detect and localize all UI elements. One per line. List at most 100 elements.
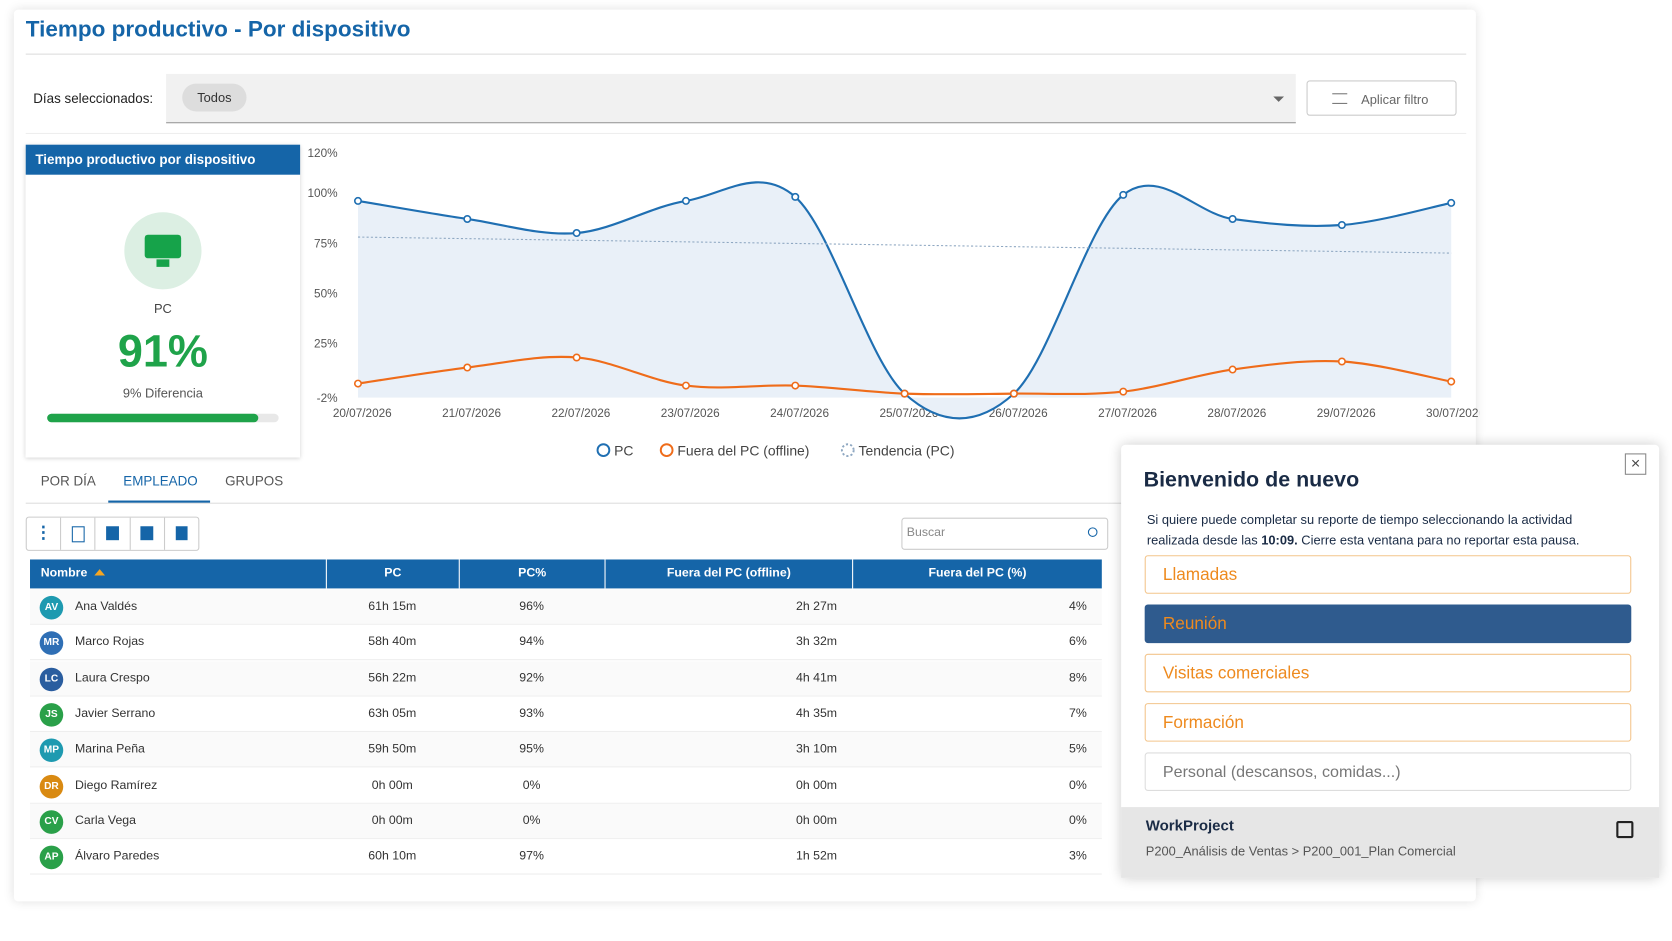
- cell: 59h 50m: [368, 742, 417, 756]
- point: [1447, 377, 1456, 386]
- column-header: Fuera del PC (offline): [604, 559, 852, 589]
- x-tick-label: 26/07/2026: [989, 407, 1048, 420]
- x-tick-label: 22/07/2026: [551, 407, 610, 420]
- point: [1228, 365, 1237, 374]
- point: [1228, 214, 1237, 223]
- text: Cierre esta ventana para no reportar est…: [1301, 532, 1580, 548]
- avatar: CV: [39, 810, 64, 834]
- point: [791, 192, 800, 201]
- pdf-button[interactable]: [61, 517, 96, 550]
- cell: 93%: [519, 707, 544, 721]
- tab[interactable]: EMPLEADO: [123, 473, 198, 489]
- apply-button[interactable]: [1306, 80, 1457, 116]
- x-tick-label: 25/07/2026: [879, 407, 938, 420]
- device-label: PC: [153, 301, 172, 317]
- cell: 61h 15m: [368, 600, 417, 614]
- y-tick-label: 50%: [314, 288, 338, 301]
- tab[interactable]: GRUPOS: [225, 473, 284, 489]
- csv-button[interactable]: [130, 517, 165, 550]
- option[interactable]: Llamadas: [1144, 555, 1632, 594]
- area: [357, 182, 1452, 419]
- legend-marker: [596, 443, 611, 458]
- point: [572, 353, 581, 362]
- search-placeholder: Buscar: [906, 526, 946, 540]
- cell: 60h 10m: [368, 850, 417, 863]
- device-value: 91%: [117, 325, 208, 377]
- x-tick-label: 20/07/2026: [333, 407, 392, 420]
- cell: 8%: [1068, 671, 1087, 685]
- cell: 3h 10m: [795, 742, 838, 756]
- apply-label: Aplicar filtro: [1361, 92, 1429, 108]
- text: Si quiere puede completar su reporte de …: [1146, 512, 1573, 548]
- cell: 6%: [1068, 635, 1087, 649]
- cell: 0%: [522, 778, 541, 792]
- column-header: PC: [325, 559, 459, 589]
- chip[interactable]: Todos: [182, 83, 247, 112]
- cell: 58h 40m: [368, 635, 417, 649]
- tabs-divider: [25, 502, 1467, 504]
- cell: 3%: [1068, 850, 1087, 863]
- option[interactable]: Formación: [1144, 703, 1632, 742]
- avatar: AV: [39, 595, 64, 620]
- cell: 5%: [1068, 742, 1087, 756]
- row: [30, 589, 1102, 625]
- x-tick-label: 27/07/2026: [1098, 407, 1157, 420]
- menu-button[interactable]: ⋮: [27, 517, 62, 550]
- modal-text: Si quiere puede completar su reporte de …: [1147, 510, 1619, 551]
- search-box[interactable]: [901, 517, 1109, 550]
- filter-bar: [25, 73, 1467, 134]
- sort-arrow: [94, 569, 106, 576]
- cell: 56h 22m: [368, 671, 417, 685]
- filter-select[interactable]: [166, 73, 1296, 124]
- avatar: JS: [39, 702, 64, 727]
- point: [572, 229, 581, 238]
- search-icon: [1087, 527, 1098, 537]
- divider: [25, 53, 1467, 55]
- y-tick-label: 25%: [314, 338, 338, 351]
- cell: 4h 41m: [795, 671, 838, 685]
- filter-label: Días seleccionados:: [33, 91, 154, 107]
- row: [30, 839, 1102, 875]
- option[interactable]: Personal (descansos, comidas...): [1144, 752, 1632, 791]
- footer-path: P200_Análisis de Ventas > P200_001_Plan …: [1145, 843, 1456, 859]
- avatar: DR: [39, 774, 64, 798]
- column-header: Nombre: [40, 566, 88, 580]
- monitor: [144, 234, 182, 259]
- cell: Álvaro Paredes: [75, 850, 160, 863]
- avatar: AP: [39, 845, 64, 870]
- x-tick-label: 23/07/2026: [661, 407, 720, 420]
- copy-button[interactable]: [165, 518, 198, 550]
- option[interactable]: Visitas comerciales: [1144, 653, 1632, 693]
- cell: Marco Rojas: [75, 635, 145, 649]
- option[interactable]: Reunión: [1144, 604, 1632, 644]
- footer-title: WorkProject: [1145, 816, 1234, 834]
- row: [30, 625, 1102, 661]
- tab[interactable]: POR DÍA: [40, 473, 96, 489]
- cell: 2h 27m: [795, 600, 838, 614]
- x-tick-label: 29/07/2026: [1317, 407, 1376, 420]
- cell: 96%: [519, 600, 544, 614]
- close-button[interactable]: ×: [1624, 453, 1647, 475]
- row: [30, 803, 1102, 840]
- excel-button[interactable]: [96, 517, 131, 550]
- row: [30, 732, 1102, 768]
- point: [463, 363, 472, 372]
- row: [30, 767, 1102, 804]
- point: [681, 381, 690, 390]
- filter-icon: [1332, 93, 1348, 104]
- legend-label: Fuera del PC (offline): [677, 443, 809, 459]
- edit-icon[interactable]: [1616, 820, 1634, 839]
- legend-marker: [840, 443, 855, 458]
- difference: 9% Diferencia: [122, 385, 203, 401]
- card-header: Tiempo productivo por dispositivo: [25, 144, 301, 175]
- x-tick-label: 24/07/2026: [770, 407, 829, 420]
- avatar: LC: [39, 667, 64, 691]
- cell: 0%: [1068, 778, 1087, 792]
- point: [791, 381, 800, 390]
- legend-marker: [659, 443, 674, 458]
- legend-label: Tendencia (PC): [859, 443, 955, 459]
- cell: 63h 05m: [368, 707, 417, 721]
- point: [1009, 389, 1018, 398]
- avatar: MP: [39, 738, 64, 763]
